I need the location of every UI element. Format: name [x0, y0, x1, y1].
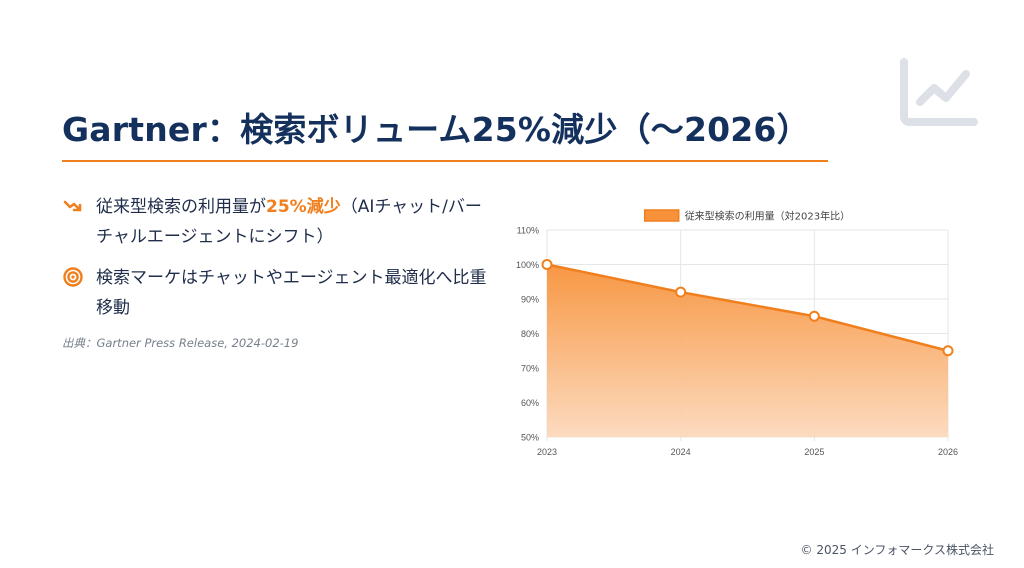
- bullet-search-decline: 従来型検索の利用量が25%減少（AIチャット/バーチャルエージェントにシフト）: [62, 192, 496, 252]
- area-chart: 110%100%90%80%70%60%50%2023 2024 2025 2026 …: [516, 209, 958, 457]
- y-tick-label: 80%: [521, 329, 539, 339]
- bullet-text: 検索マーケはチャットやエージェント最適化へ比重移動: [96, 268, 487, 318]
- y-tick-label: 90%: [521, 295, 539, 305]
- series-area-fill: [547, 264, 948, 437]
- data-point: [942, 345, 954, 357]
- bullet-highlight: 25%減少: [266, 197, 341, 217]
- title-divider: [62, 160, 828, 162]
- x-tick-label: 2023: [537, 447, 557, 457]
- trend-down-icon: [63, 200, 82, 212]
- x-tick-label: 2024: [671, 447, 691, 457]
- data-point: [675, 286, 687, 298]
- bullet-text-part: 従来型検索の利用量が: [96, 197, 266, 217]
- bullet-text: 従来型検索の利用量が25%減少（AIチャット/バーチャルエージェントにシフト）: [96, 192, 496, 252]
- y-tick-label: 50%: [521, 433, 539, 443]
- data-point: [808, 310, 820, 322]
- data-point: [541, 259, 553, 270]
- y-tick-label: 60%: [521, 398, 539, 408]
- legend-swatch: [643, 209, 680, 222]
- slide-title: Gartner：検索ボリューム25%減少（〜2026）: [62, 110, 810, 149]
- bullet-text-part: （AIチャット/バーチャルエージェントにシフト）: [96, 197, 482, 247]
- source-citation: 出典：Gartner Press Release, 2024-02-19: [62, 336, 299, 350]
- target-icon: [63, 267, 83, 287]
- bullet-marketing-shift: 検索マーケはチャットやエージェント最適化へ比重移動: [62, 263, 496, 323]
- legend-label: 従来型検索の利用量（対2023年比）: [685, 210, 850, 223]
- y-tick-label: 100%: [516, 260, 539, 270]
- y-tick-label: 110%: [517, 226, 539, 236]
- x-tick-label: 2026: [938, 447, 958, 457]
- x-tick-label: 2025: [804, 447, 824, 457]
- copyright-footer: © 2025 インフォマークス株式会社: [800, 543, 994, 557]
- trend-chart-icon: [900, 58, 978, 126]
- y-tick-label: 70%: [521, 364, 539, 374]
- series-line: [546, 263, 949, 352]
